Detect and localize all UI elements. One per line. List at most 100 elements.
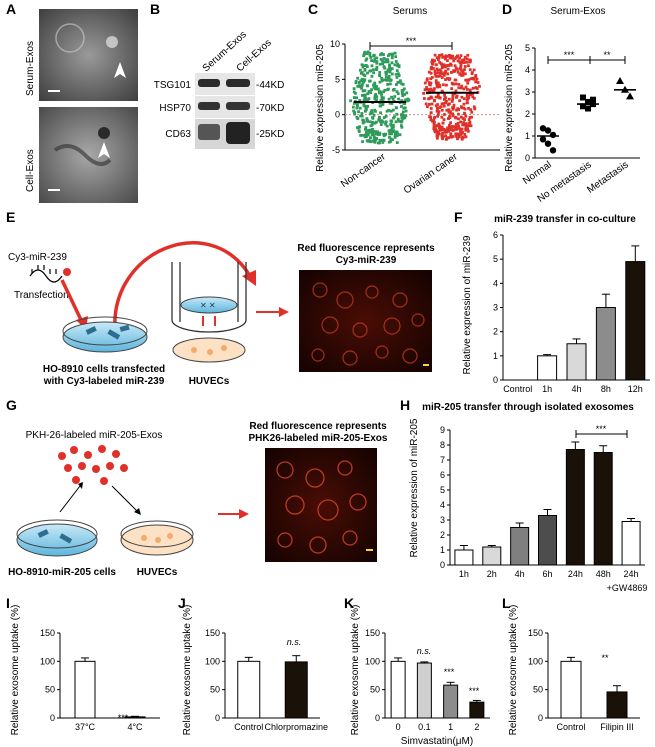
scatter-point xyxy=(446,103,450,107)
label-transfection: Transfection xyxy=(14,290,69,301)
scatter-point xyxy=(459,133,463,136)
scatter-point xyxy=(383,133,387,137)
scatter-point xyxy=(400,82,404,86)
scatter-point xyxy=(362,99,366,103)
scatter-point xyxy=(401,88,405,92)
chart-k-sig2: *** xyxy=(469,686,480,696)
scatter-point xyxy=(468,93,472,97)
scatter-point xyxy=(580,94,586,101)
scatter-point xyxy=(358,99,362,102)
y-tick-label: 50 xyxy=(45,685,55,695)
scatter-point xyxy=(373,83,377,87)
scatter-point xyxy=(585,98,591,105)
scatter-point xyxy=(372,133,376,137)
scatter-point xyxy=(430,102,434,106)
scatter-point xyxy=(453,64,457,68)
scatter-point xyxy=(451,95,455,99)
scatter-point xyxy=(431,62,434,66)
chart-j-ns: n.s. xyxy=(287,637,302,647)
scatter-point xyxy=(360,86,363,90)
chart-k-xlabel: Simvastatin(μM) xyxy=(401,736,473,747)
panel-f-bars: miR-239 transfer in co-culture Relative … xyxy=(462,214,650,394)
chart-f-title: miR-239 transfer in co-culture xyxy=(494,214,636,225)
scatter-point xyxy=(424,102,428,106)
scatter-point xyxy=(389,119,393,123)
scatter-point xyxy=(405,91,409,95)
scatter-point xyxy=(359,134,363,137)
scatter-point xyxy=(438,68,442,72)
x-tick-label: 8h xyxy=(601,384,611,394)
scatter-point xyxy=(375,85,378,88)
y-tick-label: 4 xyxy=(525,65,530,75)
scatter-point xyxy=(465,95,469,98)
scatter-point xyxy=(393,134,397,138)
scatter-point xyxy=(362,52,366,56)
scatter-point xyxy=(386,58,390,62)
scatter-point xyxy=(444,83,448,87)
scatter-point xyxy=(397,97,401,101)
scatter-point xyxy=(394,106,398,110)
scatter-point xyxy=(390,102,394,105)
scatter-point xyxy=(395,69,399,73)
scatter-point xyxy=(393,51,397,55)
scatter-point xyxy=(422,97,426,100)
scatter-point xyxy=(443,65,447,69)
x-tick-label: 4h xyxy=(571,384,581,394)
scatter-point xyxy=(435,82,439,86)
label-pkh: PKH-26-labeled miR-205-Exos xyxy=(26,430,163,441)
scatter-point xyxy=(397,74,401,77)
bar xyxy=(443,684,459,719)
chart-j-ylabel: Relative exosome uptake (%) xyxy=(182,605,193,736)
scatter-point xyxy=(388,64,392,68)
scatter-point xyxy=(454,78,458,82)
scatter-point xyxy=(435,130,439,134)
scatter-point xyxy=(434,74,438,78)
y-tick-label: 2 xyxy=(525,109,530,119)
scatter-point xyxy=(443,130,447,134)
scatter-point xyxy=(437,132,441,136)
bar xyxy=(416,662,432,719)
scatter-point xyxy=(457,112,460,116)
scatter-point xyxy=(429,111,433,115)
scatter-point xyxy=(442,118,446,121)
scatter-point xyxy=(396,92,400,95)
scatter-point xyxy=(380,119,384,123)
scatter-point xyxy=(356,103,359,106)
scatter-point xyxy=(362,54,366,58)
scatter-point xyxy=(468,88,472,92)
scatter-point xyxy=(471,86,475,90)
scatter-point xyxy=(400,116,404,120)
scatter-point xyxy=(437,126,441,129)
scatter-point xyxy=(425,88,429,91)
scatter-point xyxy=(452,82,455,86)
scatter-point xyxy=(361,81,365,84)
scatter-point xyxy=(357,126,361,129)
bar xyxy=(237,660,261,719)
y-tick-label: 5 xyxy=(493,254,498,264)
scatter-point xyxy=(386,68,390,72)
scatter-point xyxy=(455,108,458,112)
scatter-point xyxy=(400,99,404,103)
scatter-point xyxy=(423,81,427,85)
scatter-point xyxy=(390,72,394,76)
scatter-point xyxy=(403,116,407,120)
scatter-point xyxy=(391,108,395,112)
scatter-point xyxy=(451,97,455,101)
scatter-point xyxy=(401,94,405,98)
scatter-point xyxy=(395,130,399,134)
scatter-point xyxy=(460,127,464,131)
scatter-point xyxy=(444,137,448,141)
scatter-point xyxy=(455,134,458,138)
y-tick-label: 50 xyxy=(533,685,543,695)
scatter-point xyxy=(384,75,388,79)
scatter-point xyxy=(372,59,376,63)
scatter-point xyxy=(356,126,360,129)
scatter-point xyxy=(444,101,448,105)
scatter-point xyxy=(440,136,444,140)
scatter-point xyxy=(428,82,431,86)
scatter-point xyxy=(464,128,468,132)
scatter-point xyxy=(441,121,445,125)
scatter-point xyxy=(391,138,394,142)
scatter-point xyxy=(379,90,383,94)
scatter-point xyxy=(432,89,435,93)
